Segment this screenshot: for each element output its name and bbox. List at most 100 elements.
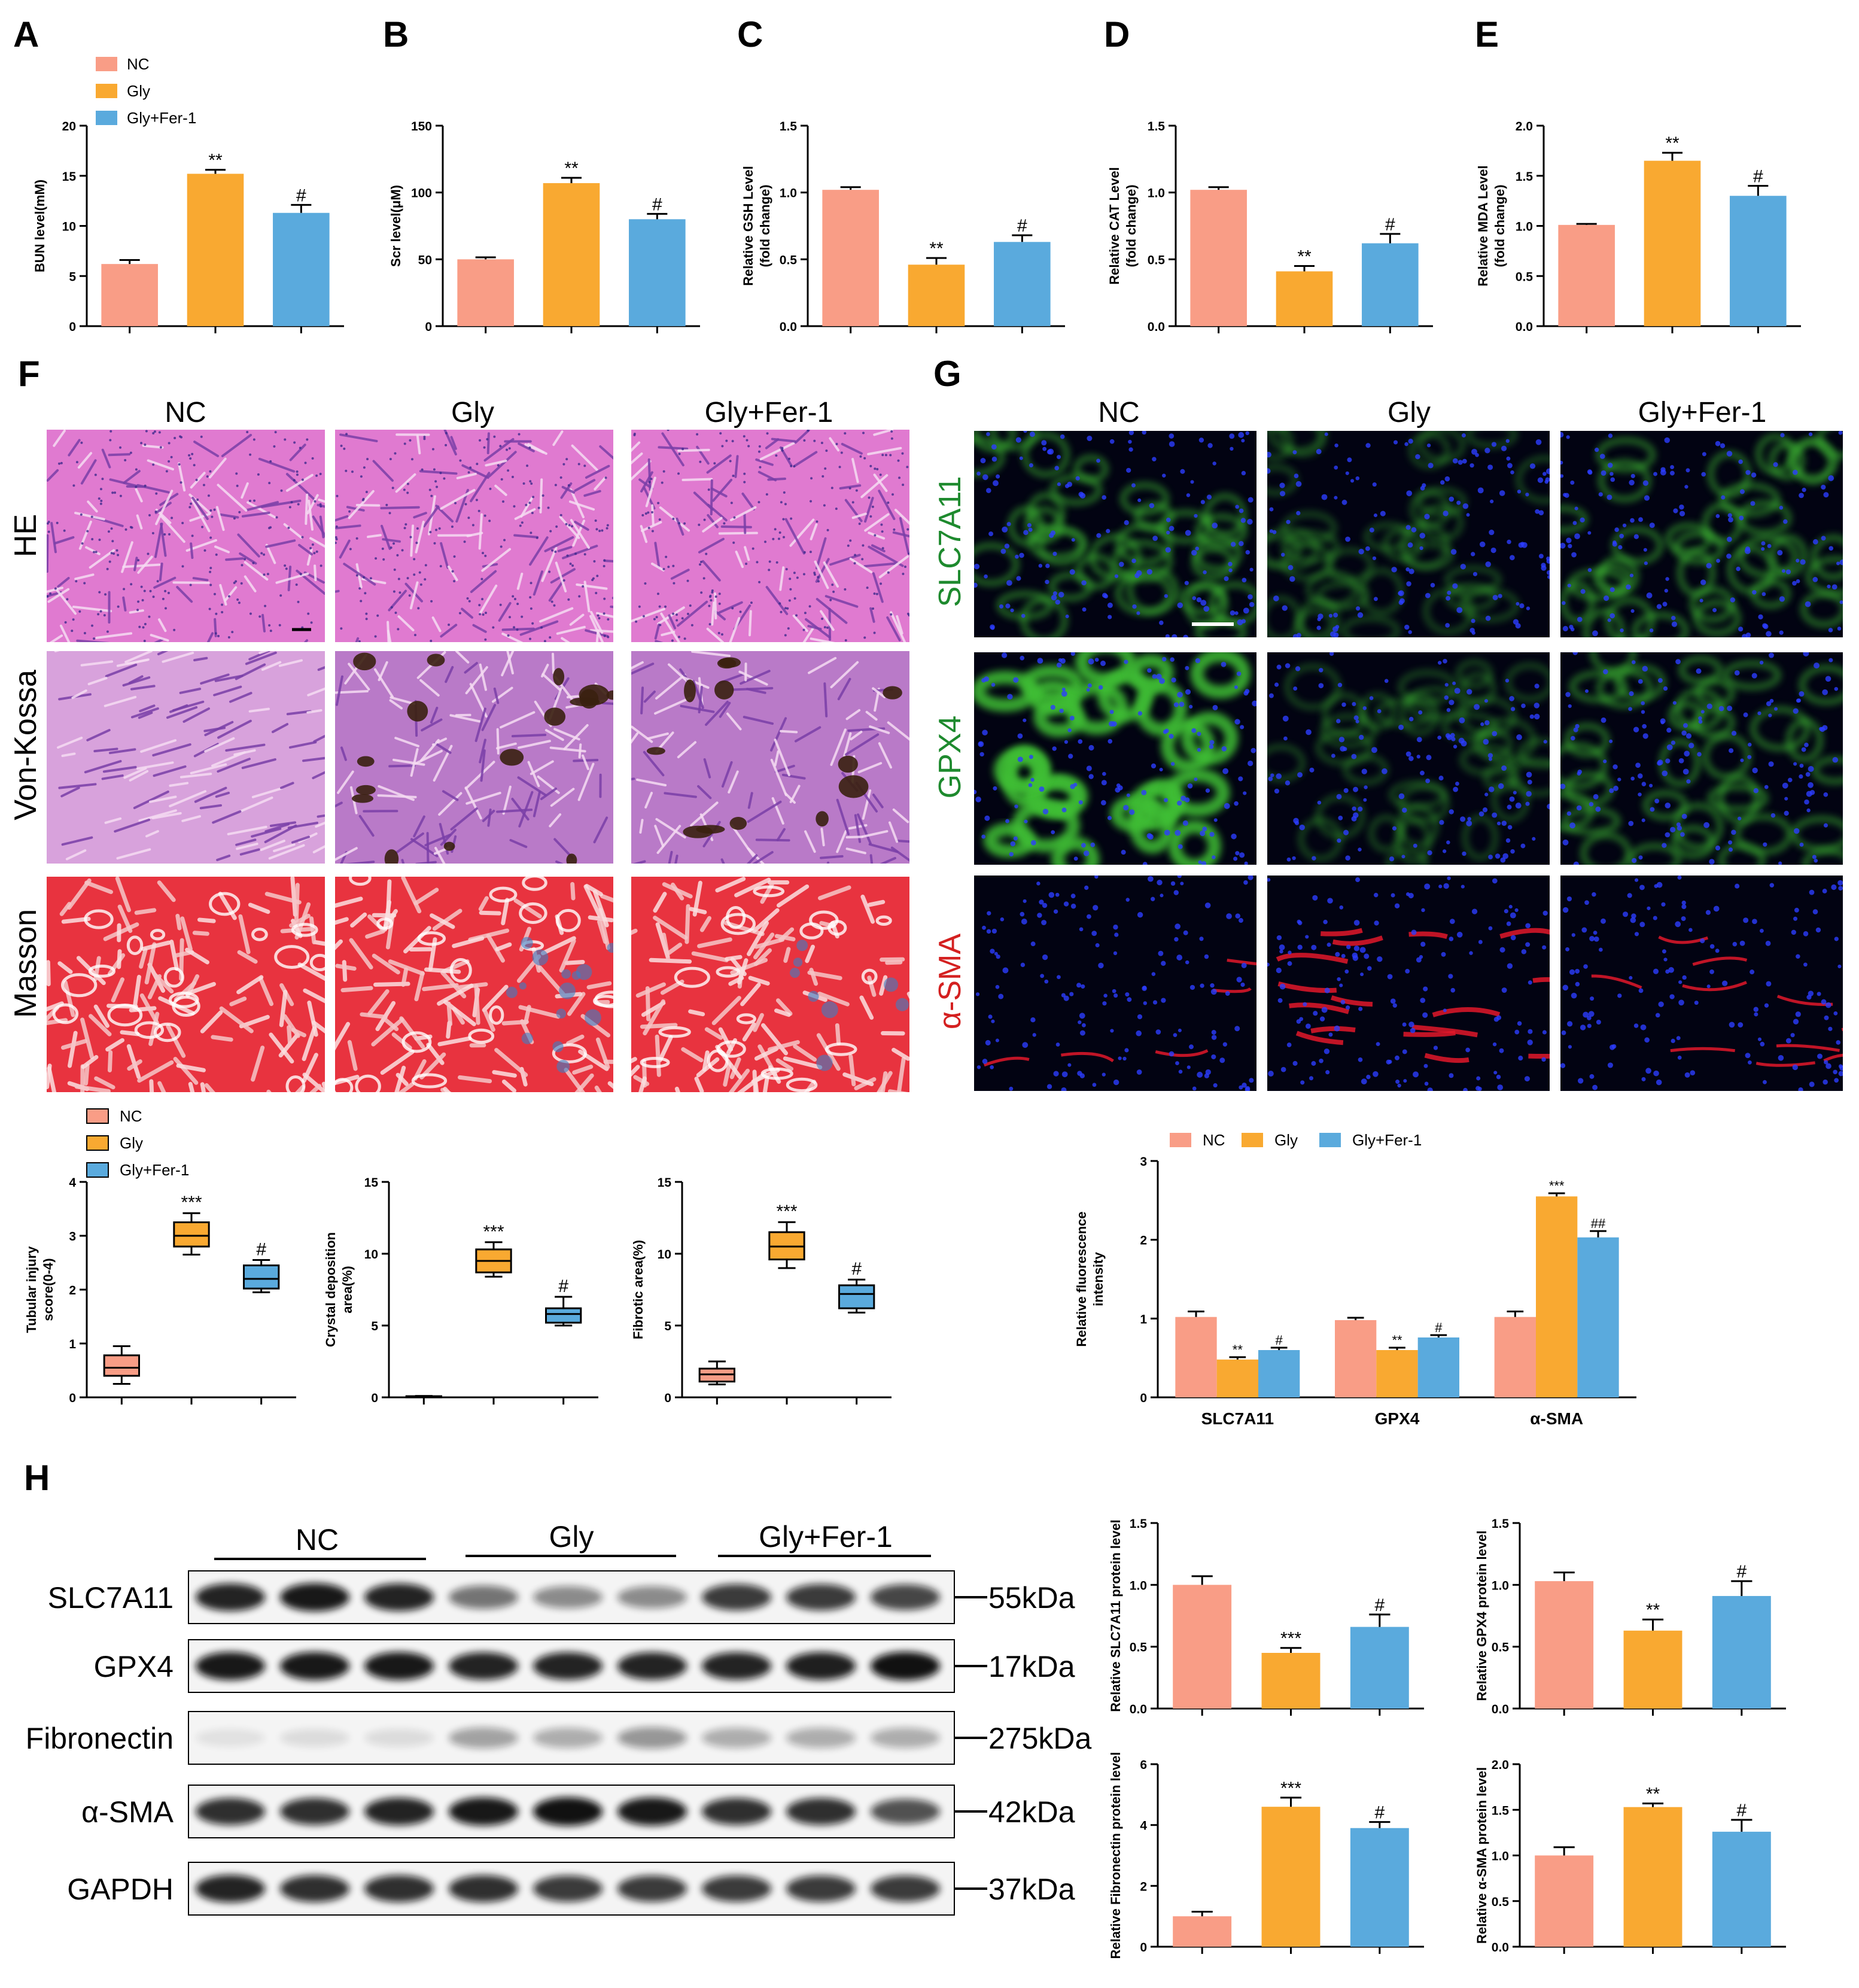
wb-gapdh-band [449, 1875, 518, 1902]
chart-h4-sig-label: # [1736, 1801, 1747, 1820]
wb-slc7a11-band [786, 1584, 856, 1610]
chart-h1-sig-label: *** [1280, 1629, 1301, 1649]
fluor-slc7a11-gly-image [1267, 431, 1550, 637]
legend-g-label-gly: Gly [1274, 1131, 1298, 1149]
wb-sma-band [533, 1797, 603, 1826]
panel-label-h: H [24, 1458, 50, 1498]
chart-b-ylabel: Scr level(μM) [388, 185, 403, 267]
chart-f1-sig-label: *** [181, 1193, 202, 1212]
chart-a-ytick-label: 15 [62, 170, 77, 184]
chart-h1-bar [1261, 1653, 1321, 1709]
chart-f3-ylabel: Fibrotic area(%) [631, 1240, 646, 1339]
chart-h2-ytick-label: 1.0 [1492, 1579, 1509, 1592]
chart-f1: 0 1 2 3 4 Tubular injury score(0-4) *** # [24, 1176, 296, 1405]
chart-g-sig-label: ## [1591, 1216, 1606, 1231]
chart-e-bar [1558, 224, 1615, 326]
chart-f3-ytick-label: 15 [658, 1176, 672, 1190]
wb-slc7a11-band [364, 1583, 434, 1611]
chart-h4-bar [1623, 1807, 1682, 1947]
histology-he-glyfer-image [631, 430, 909, 642]
legend-g-swatch-gly [1242, 1133, 1263, 1147]
wb-group-glyfer: Gly+Fer-1 [759, 1520, 893, 1554]
chart-g: 0 1 2 3 Relative fluorescence intensity ** # SLC… [1074, 1155, 1636, 1428]
wb-gapdh-label: GAPDH [67, 1873, 174, 1906]
chart-f3-ytick-label: 5 [664, 1320, 671, 1333]
chart-h1: 0.0 0.5 1.0 1.5 Relative SLC7A11 protein lev… [1108, 1517, 1424, 1716]
chart-h4-ytick-label: 2.0 [1492, 1758, 1509, 1772]
chart-h1-bar [1173, 1585, 1232, 1709]
chart-d-bar [1276, 271, 1333, 326]
chart-c-bar [822, 190, 879, 326]
wb-gapdh-band [196, 1875, 265, 1902]
chart-d-bar [1190, 190, 1247, 326]
chart-g-sig-label: *** [1549, 1178, 1565, 1193]
chart-h3-bar [1173, 1916, 1232, 1947]
chart-e-bar [1644, 160, 1701, 326]
panel-label-e: E [1475, 14, 1499, 54]
chart-h3-bar [1261, 1807, 1321, 1947]
fluor-asma-glyfer-image [1560, 876, 1843, 1091]
wb-gapdh-band [364, 1875, 434, 1902]
legend-f-swatch-nc [86, 1108, 109, 1124]
chart-f2-sig-label: *** [483, 1222, 504, 1242]
wb-sma-label: α-SMA [81, 1795, 174, 1829]
chart-g-ytick-label: 3 [1140, 1155, 1147, 1169]
panel-label-c: C [737, 14, 763, 54]
wb-slc7a11-band [196, 1583, 265, 1611]
wb-slc7a11-band [871, 1584, 940, 1610]
histology-row-he: HE [8, 514, 43, 557]
fluor-gpx4-nc-image [974, 652, 1256, 865]
chart-e-sig-label: # [1753, 167, 1763, 187]
wb-gapdh-band [533, 1875, 603, 1902]
chart-c-ytick-label: 1.5 [780, 120, 798, 133]
chart-g-ylabel: Relative fluorescence [1074, 1211, 1089, 1346]
chart-f2-ytick-label: 15 [364, 1176, 379, 1190]
fluor-row-gpx4: GPX4 [933, 716, 967, 799]
chart-g-xtick-label: GPX4 [1375, 1409, 1420, 1428]
chart-e-ytick-label: 1.5 [1516, 170, 1534, 184]
wb-fibronectin-band [449, 1727, 518, 1749]
wb-sma-band [617, 1797, 687, 1826]
chart-f3-box [838, 1284, 875, 1309]
fluor-slc7a11-nc-image [974, 431, 1256, 637]
wb-fibronectin-band [364, 1729, 434, 1747]
chart-h1-bar [1350, 1627, 1409, 1709]
chart-h1-ytick-label: 0.0 [1130, 1703, 1147, 1716]
chart-c-ytick-label: 0.0 [780, 320, 797, 334]
legend-swatch-glyfer [96, 111, 117, 125]
legend-g-swatch-glyfer [1319, 1133, 1341, 1147]
chart-f3-ytick-label: 10 [658, 1248, 671, 1262]
legend-top: NC Gly Gly+Fer-1 [96, 55, 196, 127]
chart-c-sig-label: ** [929, 239, 944, 259]
chart-b-sig-label: ** [564, 159, 579, 178]
wb-slc7a11-band [449, 1585, 518, 1609]
chart-h3-ylabel: Relative Fibronectin protein level [1108, 1752, 1123, 1959]
chart-d: 0.0 0.5 1.0 1.5 Relative CAT Level (fold chan… [1107, 120, 1433, 334]
chart-g-bar [1376, 1350, 1418, 1397]
chart-h3-ytick-label: 0 [1140, 1941, 1147, 1954]
chart-d-ylabel-2: (fold change) [1124, 184, 1139, 267]
chart-f2-ylabel: Crystal deposition [323, 1232, 338, 1347]
legend-g-swatch-nc [1170, 1133, 1191, 1147]
chart-h4-bar [1535, 1855, 1594, 1947]
legend-swatch-gly [96, 84, 117, 98]
histology-vonkossa-gly-image [335, 651, 613, 864]
chart-d-sig-label: # [1385, 215, 1395, 235]
wb-gpx4-band [280, 1652, 349, 1680]
histology-masson-nc-image [47, 877, 325, 1092]
chart-h3-bar [1350, 1828, 1409, 1947]
chart-b-ytick-label: 0 [425, 320, 432, 334]
histology-masson-gly-image [335, 877, 613, 1092]
wb-fibronectin-band [702, 1728, 771, 1748]
wb-gapdh-band [280, 1875, 349, 1902]
chart-g-sig-label: ** [1392, 1333, 1402, 1348]
wb-fibronectin-band [533, 1728, 603, 1748]
chart-h3-ytick-label: 4 [1140, 1819, 1147, 1833]
wb-sma-band [871, 1799, 940, 1824]
histology-he-nc-image [47, 430, 325, 642]
wb-gpx4-band [533, 1652, 603, 1680]
wb-slc7a11-band [280, 1583, 349, 1612]
chart-h2-ytick-label: 0.5 [1492, 1641, 1510, 1655]
chart-h1-ytick-label: 1.5 [1130, 1517, 1148, 1531]
chart-g-sig-label: ** [1233, 1342, 1243, 1357]
